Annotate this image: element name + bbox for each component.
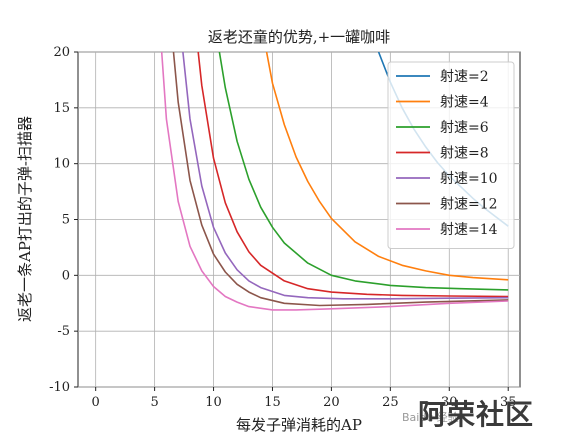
y-tick-label: -5	[57, 324, 70, 339]
series-line-6	[172, 52, 509, 307]
y-tick-label: 20	[53, 45, 70, 60]
x-axis-label: 每发子弹消耗的AP	[236, 416, 362, 434]
legend-label: 射速=14	[440, 222, 498, 238]
x-tick-label: 30	[441, 395, 458, 410]
legend-label: 射速=4	[440, 95, 489, 111]
legend-label: 射速=12	[440, 197, 498, 213]
legend-label: 射速=6	[440, 120, 489, 136]
legend-label: 射速=8	[440, 146, 489, 162]
ticks: 0 5 10 15 20 25 30 35 -10 -5 0 5 10 15 20	[49, 45, 516, 410]
x-tick-label: 35	[500, 395, 517, 410]
legend-label: 射速=2	[440, 69, 489, 85]
x-tick-label: 0	[92, 395, 100, 410]
y-axis-label: 返老一条AP打出的子弹-扫描器	[16, 116, 34, 322]
x-tick-label: 15	[264, 395, 281, 410]
watermark-brand: 阿荣社区	[418, 398, 535, 431]
chart-title: 返老还童的优势,+一罐咖啡	[208, 28, 390, 46]
legend-box	[387, 61, 515, 249]
y-tick-label: 10	[53, 157, 70, 172]
y-tick-label: 15	[53, 101, 70, 116]
y-tick-label: -10	[49, 380, 70, 395]
x-tick-label: 20	[323, 395, 340, 410]
watermark-small: Baidu 经验	[402, 411, 459, 424]
y-tick-label: 0	[62, 268, 70, 283]
x-tick-label: 10	[205, 395, 222, 410]
legend-label: 射速=10	[440, 171, 498, 187]
series-line-5	[182, 52, 509, 300]
grid	[78, 51, 520, 388]
y-tick-label: 5	[62, 213, 70, 228]
x-tick-label: 5	[150, 395, 158, 410]
series-line-2	[265, 52, 509, 281]
series-line-3	[218, 52, 509, 291]
legend: 射速=2 射速=4 射速=6 射速=8 射速=10 射速=12 射速=14	[387, 61, 515, 249]
series-line-4	[197, 52, 509, 298]
x-tick-label: 25	[382, 395, 399, 410]
series-line-7	[160, 52, 509, 311]
